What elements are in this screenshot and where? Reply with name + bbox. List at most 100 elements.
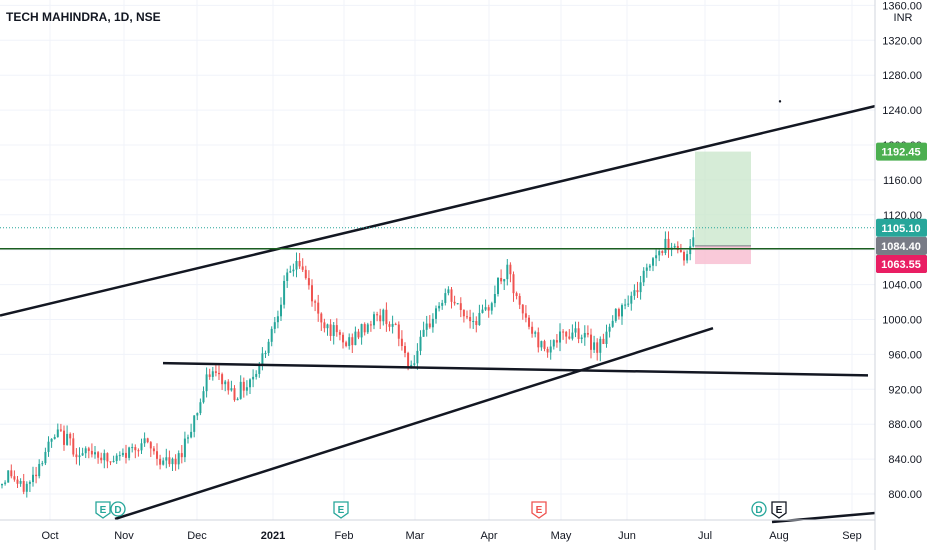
candle-body <box>568 336 571 339</box>
candle-body <box>7 470 10 483</box>
candle-body <box>608 326 611 332</box>
candle-body <box>239 381 242 399</box>
candle-body <box>577 328 580 339</box>
currency-label: INR <box>894 12 913 24</box>
candle-body <box>648 265 651 268</box>
candle-body <box>249 379 251 388</box>
candle-body <box>534 332 537 334</box>
price-label-text: 1105.10 <box>881 223 920 235</box>
candle-body <box>140 443 143 451</box>
candle-body <box>447 289 450 294</box>
candle-body <box>636 290 639 293</box>
candle-body <box>28 482 31 484</box>
candle-body <box>469 316 472 322</box>
candle-body <box>431 318 434 328</box>
candle-body <box>242 381 245 391</box>
candle-body <box>686 254 689 261</box>
candle-body <box>280 304 282 317</box>
candle-body <box>590 334 592 350</box>
candle-body <box>171 458 174 465</box>
candle-body <box>103 453 106 461</box>
candle-body <box>531 326 534 334</box>
price-label-text: 1063.55 <box>881 259 921 271</box>
event-letter: D <box>114 505 121 516</box>
y-tick-label: 840.00 <box>888 454 922 466</box>
candle-body <box>301 266 304 270</box>
candle-body <box>115 455 118 461</box>
candle-body <box>25 483 28 492</box>
candle-body <box>475 321 478 326</box>
candle-body <box>416 350 419 364</box>
support-line <box>162 361 869 377</box>
candle-body <box>382 309 385 322</box>
candle-body <box>565 331 568 337</box>
candlestick-series <box>1 230 695 498</box>
candle-body <box>106 453 109 462</box>
candle-body <box>1 483 3 486</box>
candle-body <box>500 277 503 282</box>
event-marker[interactable]: E <box>333 501 349 519</box>
price-label-tag <box>876 236 927 255</box>
candle-body <box>605 331 608 344</box>
time-axis[interactable]: Oct Nov Dec 2021 Feb Mar Apr May Jun Jul Aug Sep <box>0 519 875 542</box>
candle-body <box>35 474 38 477</box>
candle-body <box>320 313 323 323</box>
y-tick-label: 960.00 <box>888 349 922 361</box>
x-tick-label: Nov <box>114 530 134 542</box>
x-tick-label: Jul <box>698 530 712 542</box>
candle-body <box>466 316 468 318</box>
candle-body <box>190 431 193 438</box>
candle-body <box>627 303 630 305</box>
event-marker[interactable]: E <box>771 501 787 519</box>
candle-body <box>44 451 47 464</box>
candle-body <box>205 374 208 392</box>
candle-body <box>224 381 227 385</box>
candle-body <box>338 332 341 335</box>
earnings-icon <box>333 501 349 519</box>
price-label-tag <box>876 142 927 161</box>
candle-body <box>642 270 645 283</box>
drawings-layer[interactable] <box>0 100 876 524</box>
candle-body <box>360 324 363 338</box>
event-letter: E <box>338 505 345 516</box>
candle-body <box>379 315 382 322</box>
candle-body <box>571 332 574 339</box>
candle-body <box>639 282 642 293</box>
candle-body <box>528 317 530 327</box>
candle-body <box>673 245 676 248</box>
event-marker[interactable]: E <box>531 501 547 519</box>
channel-upper-line <box>0 104 876 317</box>
candle-body <box>373 314 375 326</box>
event-letter: D <box>755 505 762 516</box>
y-tick-label: 920.00 <box>888 384 922 396</box>
candle-body <box>121 452 124 456</box>
event-marker[interactable]: E <box>95 501 111 519</box>
candle-body <box>524 313 527 318</box>
candle-body <box>94 452 96 455</box>
event-marker[interactable]: D <box>751 501 767 517</box>
y-tick-label: 1120.00 <box>883 210 922 222</box>
candle-body <box>611 320 614 327</box>
candle-body <box>490 303 493 311</box>
x-tick-label: Oct <box>41 530 58 542</box>
candle-body <box>497 277 499 295</box>
candle-body <box>168 457 171 465</box>
candle-body <box>264 352 267 354</box>
event-marker[interactable]: D <box>110 501 126 517</box>
candle-body <box>376 314 379 316</box>
long-position-tool[interactable] <box>695 151 751 265</box>
candle-body <box>348 337 351 346</box>
candle-body <box>69 433 72 439</box>
candle-body <box>211 371 214 377</box>
candle-body <box>630 295 633 304</box>
event-letter: E <box>776 505 783 516</box>
candle-body <box>41 463 44 465</box>
candle-body <box>118 455 121 457</box>
candle-body <box>555 340 558 343</box>
candle-body <box>456 303 459 305</box>
x-tick-label: Jun <box>618 530 636 542</box>
candle-body <box>549 346 552 353</box>
candle-body <box>183 438 186 458</box>
